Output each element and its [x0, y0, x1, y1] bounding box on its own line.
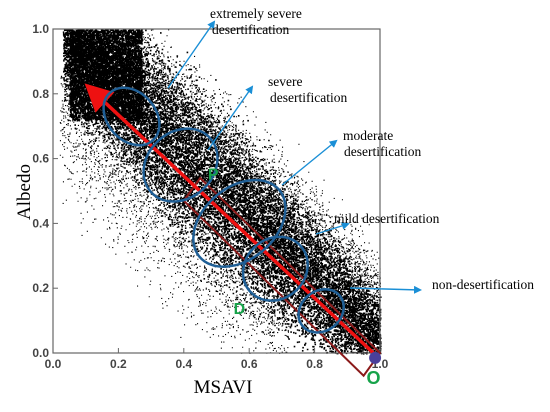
plot-frame: [52, 28, 381, 354]
x-tick-label: 0.2: [110, 357, 127, 371]
scatter-dots: [59, 29, 382, 355]
class-ellipse: [297, 288, 345, 334]
x-tick-label: 0.8: [306, 357, 323, 371]
y-tick-label: 0.0: [32, 346, 49, 360]
x-tick-label: 0.4: [175, 357, 192, 371]
class-callout-arrow: [167, 20, 216, 89]
annotation-overlay: extremely severedesertificationseveredes…: [84, 6, 534, 388]
y-tick-label: 0.2: [32, 281, 49, 295]
y-axis-title: Albedo: [14, 164, 35, 220]
x-tick-label: 0.6: [241, 357, 258, 371]
y-tick-label: 0.6: [32, 152, 49, 166]
class-callout-arrow: [315, 221, 350, 235]
class-ellipse: [241, 235, 309, 302]
class-label-line2: desertification: [212, 22, 289, 37]
class-label-line2: desertification: [270, 90, 347, 105]
class-callout-arrow: [207, 85, 254, 151]
class-label: mild desertification: [334, 211, 440, 226]
class-ellipse: [142, 127, 219, 203]
y-tick-label: 0.4: [32, 216, 49, 230]
class-callout-arrow: [281, 139, 338, 186]
x-axis-title: MSAVI: [194, 377, 253, 398]
x-tick-label: 0.0: [45, 357, 62, 371]
class-label: severe: [268, 74, 302, 89]
class-label: non-desertification: [432, 277, 534, 292]
point-label-d: D: [234, 301, 246, 318]
class-label: moderate: [343, 128, 393, 143]
point-label-p: P: [208, 167, 219, 184]
origin-marker: [369, 351, 382, 364]
y-tick-label: 1.0: [32, 22, 49, 36]
trend-arrow: [84, 83, 375, 355]
point-label-o: O: [366, 368, 380, 388]
class-label-line2: desertification: [344, 144, 421, 159]
class-label: extremely severe: [210, 6, 302, 21]
class-ellipse: [102, 86, 161, 147]
y-tick-label: 0.8: [32, 87, 49, 101]
axis-ticks: 0.0 0.2 0.4 0.6 0.8 1.00.00.20.40.60.81.0: [32, 22, 388, 371]
class-ellipse: [192, 178, 287, 268]
scatter-points: [59, 29, 382, 355]
class-callout-arrow: [349, 285, 422, 294]
